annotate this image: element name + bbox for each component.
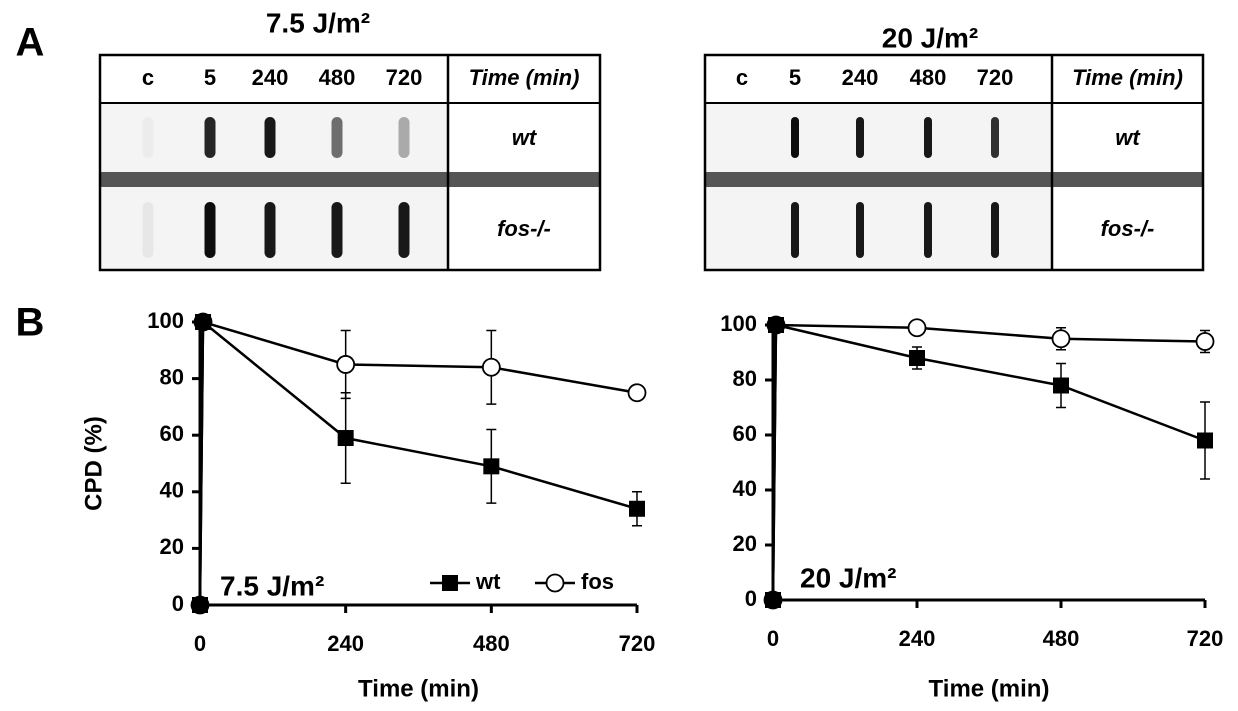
marker <box>629 501 645 517</box>
marker <box>629 384 646 401</box>
y-tick-label: 60 <box>160 421 184 446</box>
x-axis-title: Time (min) <box>358 675 479 702</box>
y-axis-title: CPD (%) <box>80 416 107 511</box>
marker <box>909 350 925 366</box>
annotation: 20 J/m² <box>800 562 897 593</box>
blot-band <box>143 117 154 158</box>
y-tick-label: 100 <box>720 311 757 336</box>
marker <box>483 359 500 376</box>
blot-band <box>856 202 864 258</box>
legend-label: wt <box>475 569 501 594</box>
marker <box>195 314 211 330</box>
y-tick-label: 100 <box>147 308 184 333</box>
blot-band <box>924 202 932 258</box>
blot-band <box>856 117 864 158</box>
y-tick-label: 80 <box>733 366 757 391</box>
series-line <box>200 322 637 605</box>
panel-label: A <box>16 21 45 65</box>
marker <box>338 430 354 446</box>
marker <box>1053 378 1069 394</box>
x-tick-label: 480 <box>1043 626 1080 651</box>
blot-band <box>332 202 343 258</box>
blot-column-label: c <box>736 65 748 90</box>
legend-marker <box>547 575 564 592</box>
blot-band <box>143 202 154 258</box>
blot-band <box>791 117 799 158</box>
blot-column-label: 480 <box>910 65 947 90</box>
blot-column-label: 240 <box>252 65 289 90</box>
blot-separator <box>100 172 600 187</box>
annotation: 7.5 J/m² <box>220 570 324 601</box>
blot-column-label: 5 <box>789 65 801 90</box>
blot-column-label: c <box>142 65 154 90</box>
x-tick-label: 0 <box>767 626 779 651</box>
legend-marker <box>442 575 458 591</box>
blot-band <box>924 117 932 158</box>
blot-band <box>332 117 343 158</box>
marker <box>1053 330 1070 347</box>
x-tick-label: 720 <box>1187 626 1224 651</box>
series-line <box>773 325 1205 600</box>
y-tick-label: 40 <box>160 478 184 503</box>
y-tick-label: 60 <box>733 421 757 446</box>
series-line <box>773 325 1205 600</box>
blot-separator <box>705 172 1203 187</box>
figure: A B 7.5 J/m² c 5 240 480 720 Time (min) wt fos-/… <box>0 0 1238 711</box>
blot-band <box>791 202 799 258</box>
x-tick-label: 240 <box>899 626 936 651</box>
marker <box>1197 433 1213 449</box>
marker <box>909 319 926 336</box>
blot-column-header: Time (min) <box>1072 65 1183 90</box>
blot-title: 20 J/m² <box>882 22 979 53</box>
marker <box>337 356 354 373</box>
marker <box>768 317 784 333</box>
y-tick-label: 40 <box>733 476 757 501</box>
blot-column-label: 480 <box>319 65 356 90</box>
blot-row-label: fos-/- <box>497 216 551 241</box>
x-axis-title: Time (min) <box>929 675 1050 702</box>
blot-band <box>991 202 999 258</box>
legend-label: fos <box>581 569 614 594</box>
page: A B 7.5 J/m² c 5 240 480 720 Time (min) wt fos-/… <box>0 0 1238 711</box>
blot-row-label: wt <box>1115 125 1141 150</box>
y-tick-label: 80 <box>160 364 184 389</box>
x-tick-label: 240 <box>327 631 364 656</box>
blot-row-label: fos-/- <box>1101 216 1155 241</box>
y-tick-label: 0 <box>745 586 757 611</box>
blot-band <box>265 117 276 158</box>
series-line <box>200 322 637 605</box>
y-tick-label: 20 <box>160 534 184 559</box>
x-tick-label: 480 <box>473 631 510 656</box>
y-tick-label: 20 <box>733 531 757 556</box>
blot-column-label: 720 <box>386 65 423 90</box>
panel-label: B <box>16 301 45 345</box>
blot-row-label: wt <box>512 125 538 150</box>
blot-column-label: 240 <box>842 65 879 90</box>
marker <box>483 458 499 474</box>
marker <box>1197 333 1214 350</box>
blot-band <box>205 117 216 158</box>
blot-column-label: 720 <box>977 65 1014 90</box>
blot-band <box>399 117 410 158</box>
marker <box>192 597 208 613</box>
x-tick-label: 720 <box>619 631 656 656</box>
blot-band <box>399 202 410 258</box>
blot-column-label: 5 <box>204 65 216 90</box>
y-tick-label: 0 <box>172 591 184 616</box>
x-tick-label: 0 <box>194 631 206 656</box>
blot-title: 7.5 J/m² <box>266 7 370 38</box>
marker <box>765 592 781 608</box>
blot-band <box>991 117 999 158</box>
blot-column-header: Time (min) <box>469 65 580 90</box>
blot-band <box>265 202 276 258</box>
blot-band <box>205 202 216 258</box>
